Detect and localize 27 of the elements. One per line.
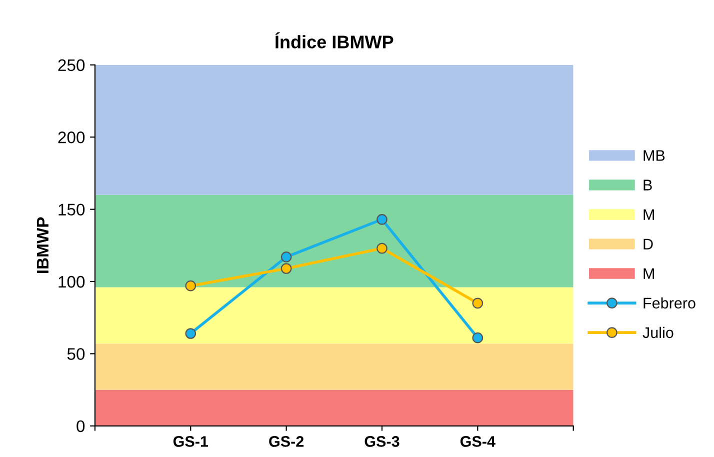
chart-title: Índice IBMWP xyxy=(275,32,394,48)
legend-label: M xyxy=(644,209,654,220)
point xyxy=(376,214,388,225)
legend-label: M xyxy=(644,268,654,279)
y-tick-label: 250 xyxy=(58,59,85,72)
point xyxy=(185,328,196,339)
legend-label: Febrero xyxy=(644,297,696,309)
legend-label: MB xyxy=(644,150,665,161)
y-tick-label: 0 xyxy=(76,420,85,432)
y-tick-label: 200 xyxy=(58,132,85,144)
point xyxy=(185,280,196,292)
legend-label: Julio xyxy=(642,326,674,338)
y-tick-label: 100 xyxy=(58,276,85,288)
point xyxy=(472,298,484,309)
legend-label: D xyxy=(644,238,653,250)
legend-label: B xyxy=(644,180,652,190)
point xyxy=(472,332,484,344)
y-tick-label: 150 xyxy=(58,204,85,216)
point xyxy=(280,263,292,274)
y-tick-label: 50 xyxy=(67,348,85,360)
point xyxy=(376,242,388,254)
point xyxy=(280,252,292,262)
y-axis-title: IBMWP xyxy=(36,217,48,273)
x-tick-label: GS-4 xyxy=(460,436,496,447)
x-tick-label: GS-2 xyxy=(269,436,304,447)
x-tick-label: GS-1 xyxy=(173,436,208,447)
x-tick-label: GS-3 xyxy=(364,436,400,447)
